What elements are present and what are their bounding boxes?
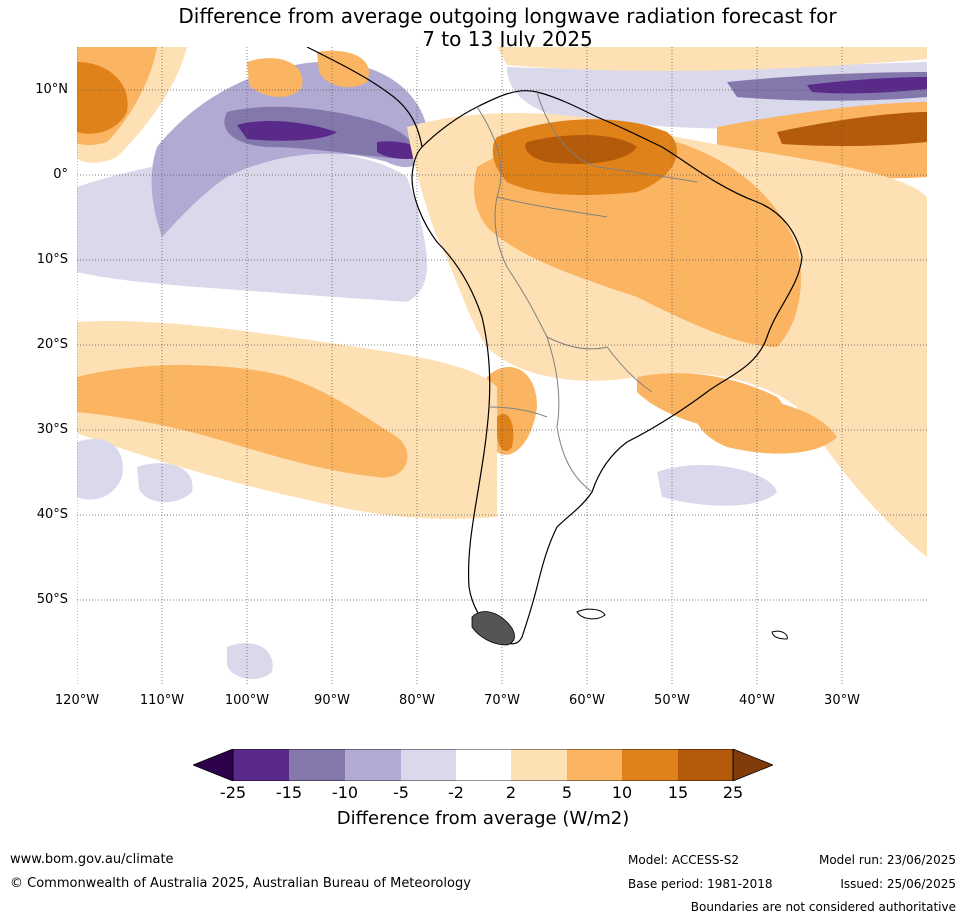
colorbar-tick-neg15: -15 xyxy=(275,783,303,802)
colorbar-tick-neg5: -5 xyxy=(393,783,409,802)
lat-label-30s: 30°S xyxy=(36,422,68,437)
footer-model-run: Model run: 23/06/2025 xyxy=(818,853,956,867)
atlantic-pos15-band xyxy=(777,112,927,147)
amazon-pos15-core xyxy=(525,135,637,164)
colorbar-tick-neg10: -10 xyxy=(331,783,359,802)
south-atlantic-neg-patch xyxy=(657,464,777,506)
andes-pos10-spot xyxy=(497,413,514,452)
colorbar-bin-pos2 xyxy=(511,749,567,781)
south-pacific-neg-patch-south xyxy=(227,643,273,680)
lon-label-110w: 110°W xyxy=(139,693,185,708)
pacific-neg5-region xyxy=(77,150,427,302)
lon-label-70w: 70°W xyxy=(484,693,520,708)
colorbar-bin-neg10 xyxy=(345,749,401,781)
colorbar-bin-neg25 xyxy=(233,749,289,781)
colorbar-bin-neg15 xyxy=(289,749,345,781)
footer-base-period: Base period: 1981-2018 xyxy=(628,877,773,891)
colorbar-tick-pos25: 25 xyxy=(722,783,744,802)
colorbar-bin-pos15 xyxy=(678,749,733,781)
lat-label-10s: 10°S xyxy=(36,252,68,267)
lat-label-10n: 10°N xyxy=(35,82,68,97)
lat-label-20s: 20°S xyxy=(36,337,68,352)
lat-label-50s: 50°S xyxy=(36,592,68,607)
colorbar-tick-neg2: -2 xyxy=(448,783,464,802)
pacific-neg25-core xyxy=(237,121,337,141)
colorbar-bin-neutral xyxy=(456,749,511,781)
colorbar-bin-pos5 xyxy=(567,749,622,781)
colorbar-svg xyxy=(191,748,775,782)
anomaly-map xyxy=(77,47,927,685)
south-atlantic-pos5-patch xyxy=(693,396,837,454)
lon-label-30w: 30°W xyxy=(824,693,860,708)
colorbar-label: Difference from average (W/m2) xyxy=(336,808,630,829)
footer-model: Model: ACCESS-S2 xyxy=(628,853,740,867)
lon-label-50w: 50°W xyxy=(654,693,690,708)
lon-label-80w: 80°W xyxy=(399,693,435,708)
eastern-pacific-pos10-region xyxy=(77,62,128,134)
footer-issued: Issued: 25/06/2025 xyxy=(840,877,956,891)
atlantic-pos-band xyxy=(497,47,927,71)
lat-label-40s: 40°S xyxy=(36,507,68,522)
lon-label-60w: 60°W xyxy=(569,693,605,708)
colorbar-tick-pos5: 5 xyxy=(561,783,573,802)
lon-label-120w: 120°W xyxy=(54,693,100,708)
colorbar xyxy=(191,748,775,782)
lon-label-90w: 90°W xyxy=(314,693,350,708)
south-america-coastline xyxy=(411,90,803,645)
central-america-pos-patch xyxy=(247,58,303,97)
pacific-neg10-region xyxy=(151,61,428,237)
colorbar-extend-low xyxy=(191,748,234,782)
footer-disclaimer: Boundaries are not considered authoritat… xyxy=(690,900,956,914)
colorbar-bin-pos10 xyxy=(622,749,678,781)
south-pacific-pos5-band xyxy=(77,365,408,478)
colorbar-tick-pos15: 15 xyxy=(667,783,689,802)
tierra-del-fuego xyxy=(471,611,515,646)
lon-label-40w: 40°W xyxy=(739,693,775,708)
colorbar-tick-pos2: 2 xyxy=(505,783,517,802)
graticule xyxy=(77,47,927,685)
falkland-islands xyxy=(576,608,606,620)
atlantic-neg25-core xyxy=(807,77,927,94)
caribbean-pos-patch xyxy=(317,50,369,88)
anomaly-map-svg xyxy=(77,47,927,685)
map-title-line-1: Difference from average outgoing longwav… xyxy=(178,4,837,28)
lat-label-0: 0° xyxy=(53,167,68,182)
lon-label-100w: 100°W xyxy=(224,693,270,708)
south-pacific-neg-patch-west xyxy=(77,438,123,500)
footer-copyright: © Commonwealth of Australia 2025, Austra… xyxy=(10,876,471,891)
central-america-coastline xyxy=(306,47,423,148)
colorbar-extend-high xyxy=(732,748,775,782)
colorbar-tick-pos10: 10 xyxy=(611,783,633,802)
country-borders xyxy=(476,91,698,493)
map-title-line-2: 7 to 13 July 2025 xyxy=(422,27,593,51)
south-georgia-island xyxy=(771,630,788,640)
colorbar-bin-neg5 xyxy=(401,749,456,781)
footer-website: www.bom.gov.au/climate xyxy=(10,852,174,867)
south-pacific-neg-patch-mid xyxy=(137,463,193,503)
colorbar-tick-neg25: -25 xyxy=(219,783,247,802)
